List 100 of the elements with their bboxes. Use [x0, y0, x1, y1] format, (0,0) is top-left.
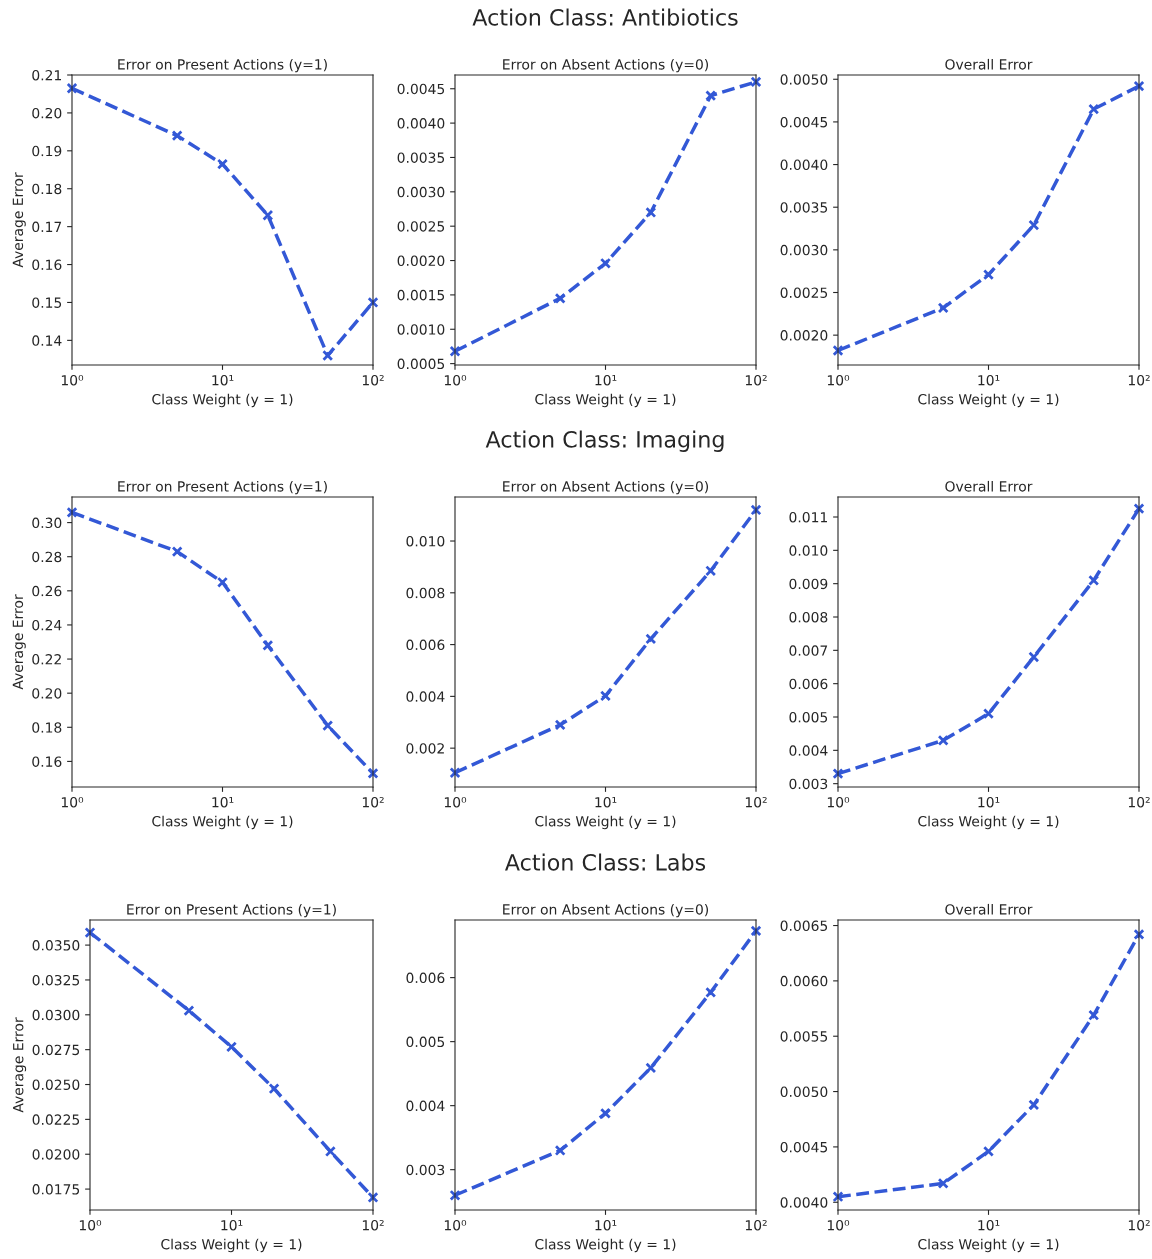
x-tick-label: 10² [362, 796, 384, 808]
x-tick-label: 10¹ [978, 1219, 1000, 1231]
x-axis-title: Class Weight (y = 1) [535, 1238, 676, 1253]
y-tick-label: 0.009 [789, 578, 828, 590]
y-tick-label: 0.006 [406, 639, 445, 651]
chart-title: Error on Absent Actions (y=0) [503, 480, 709, 495]
x-axis-title: Class Weight (y = 1) [152, 815, 293, 830]
y-tick-label: 0.0025 [397, 221, 445, 232]
x-tick-label: 10¹ [212, 374, 234, 386]
x-tick-label: 10² [1128, 1219, 1150, 1231]
y-tick-label: 0.0040 [780, 159, 828, 171]
y-tick-label: 0.010 [789, 545, 828, 556]
y-tick-label: 0.20 [32, 688, 62, 699]
y-tick-label: 0.005 [789, 711, 828, 723]
y-tick-label: 0.0040 [780, 1197, 828, 1208]
x-axis-title: Class Weight (y = 1) [161, 1238, 302, 1253]
y-tick-label: 0.0175 [32, 1184, 80, 1195]
text: Action Class: Labs [505, 853, 706, 871]
y-tick-label: 0.14 [32, 335, 62, 346]
y-tick-label: 0.007 [789, 645, 828, 656]
y-tick-label: 0.010 [406, 535, 445, 547]
x-tick-label: 10⁰ [827, 796, 850, 808]
y-tick-label: 0.19 [32, 145, 62, 157]
y-tick-label: 0.0350 [32, 940, 80, 951]
x-tick-label: 10⁰ [827, 1219, 850, 1231]
chart-title: Error on Present Actions (y=1) [118, 58, 327, 73]
x-tick-label: 10⁰ [79, 1219, 102, 1231]
x-tick-label: 10¹ [595, 374, 617, 386]
x-tick-label: 10² [362, 374, 384, 386]
y-tick-label: 0.0025 [780, 287, 828, 298]
y-tick-label: 0.0065 [780, 920, 828, 932]
x-axis-title: Class Weight (y = 1) [535, 815, 676, 830]
y-tick-label: 0.011 [789, 511, 827, 523]
y-tick-label: 0.0020 [397, 255, 445, 267]
y-tick-label: 0.008 [789, 611, 828, 623]
y-tick-label: 0.16 [32, 756, 62, 767]
y-tick-label: 0.004 [789, 745, 828, 756]
x-tick-label: 10² [745, 796, 767, 808]
y-tick-label: 0.26 [32, 585, 62, 597]
x-axis-title: Class Weight (y = 1) [152, 393, 293, 408]
y-tick-label: 0.0015 [397, 289, 445, 301]
x-tick-label: 10² [745, 374, 767, 386]
y-tick-label: 0.003 [789, 778, 828, 790]
y-tick-label: 0.18 [32, 183, 62, 195]
y-axis-title: Average Error [13, 1017, 27, 1113]
y-tick-label: 0.0045 [780, 1141, 828, 1153]
x-tick-label: 10² [745, 1219, 767, 1231]
y-axis-title: Average Error [12, 594, 26, 690]
y-tick-label: 0.0045 [780, 116, 828, 128]
y-tick-label: 0.0040 [397, 118, 445, 129]
y-tick-label: 0.0275 [32, 1044, 80, 1056]
y-tick-label: 0.0050 [780, 74, 828, 85]
y-tick-label: 0.0030 [780, 244, 828, 256]
x-tick-label: 10² [362, 1219, 384, 1231]
y-tick-label: 0.0050 [780, 1086, 828, 1098]
y-tick-label: 0.003 [406, 1164, 445, 1176]
y-tick-label: 0.006 [406, 972, 445, 984]
y-tick-label: 0.005 [406, 1036, 445, 1048]
y-tick-label: 0.24 [32, 619, 62, 631]
chart-title: Overall Error [945, 480, 1033, 492]
x-tick-label: 10¹ [221, 1219, 243, 1231]
x-tick-label: 10² [1128, 796, 1150, 808]
text: Action Class: Antibiotics [472, 8, 738, 26]
chart-title: Error on Present Actions (y=1) [127, 903, 336, 918]
y-tick-label: 0.22 [32, 654, 61, 665]
chart-title: Overall Error [945, 903, 1033, 915]
y-tick-label: 0.28 [32, 551, 62, 563]
x-axis-title: Class Weight (y = 1) [918, 393, 1059, 408]
y-tick-label: 0.0060 [780, 975, 828, 987]
y-tick-label: 0.15 [32, 297, 62, 308]
y-tick-label: 0.006 [789, 678, 828, 690]
y-tick-label: 0.0225 [32, 1114, 80, 1125]
x-tick-label: 10² [1128, 374, 1150, 386]
y-axis-title: Average Error [12, 172, 26, 268]
text: Action Class: Imaging [485, 430, 724, 452]
chart-title: Overall Error [945, 58, 1033, 70]
chart-title: Error on Absent Actions (y=0) [503, 903, 709, 918]
x-tick-label: 10⁰ [444, 374, 467, 386]
x-tick-label: 10⁰ [61, 796, 84, 808]
chart-title: Error on Absent Actions (y=0) [503, 58, 709, 73]
x-tick-label: 10⁰ [61, 374, 84, 386]
y-tick-label: 0.0045 [397, 83, 445, 95]
x-tick-label: 10⁰ [827, 374, 850, 386]
y-tick-label: 0.16 [32, 259, 62, 271]
y-tick-label: 0.0300 [32, 1009, 80, 1021]
y-tick-label: 0.008 [406, 587, 445, 599]
y-tick-label: 0.30 [32, 517, 62, 529]
y-tick-label: 0.21 [32, 69, 61, 81]
x-tick-label: 10¹ [978, 796, 1000, 808]
chart-title: Error on Present Actions (y=1) [118, 480, 327, 495]
y-tick-label: 0.0250 [32, 1079, 80, 1090]
y-tick-label: 0.17 [32, 221, 62, 233]
y-tick-label: 0.0200 [32, 1149, 80, 1160]
y-tick-label: 0.0010 [397, 324, 445, 335]
x-tick-label: 10¹ [212, 796, 234, 808]
x-tick-label: 10¹ [595, 1219, 617, 1231]
x-tick-label: 10⁰ [444, 796, 467, 808]
y-tick-label: 0.0035 [780, 202, 828, 213]
y-tick-label: 0.0020 [780, 330, 828, 341]
x-axis-title: Class Weight (y = 1) [535, 393, 676, 408]
